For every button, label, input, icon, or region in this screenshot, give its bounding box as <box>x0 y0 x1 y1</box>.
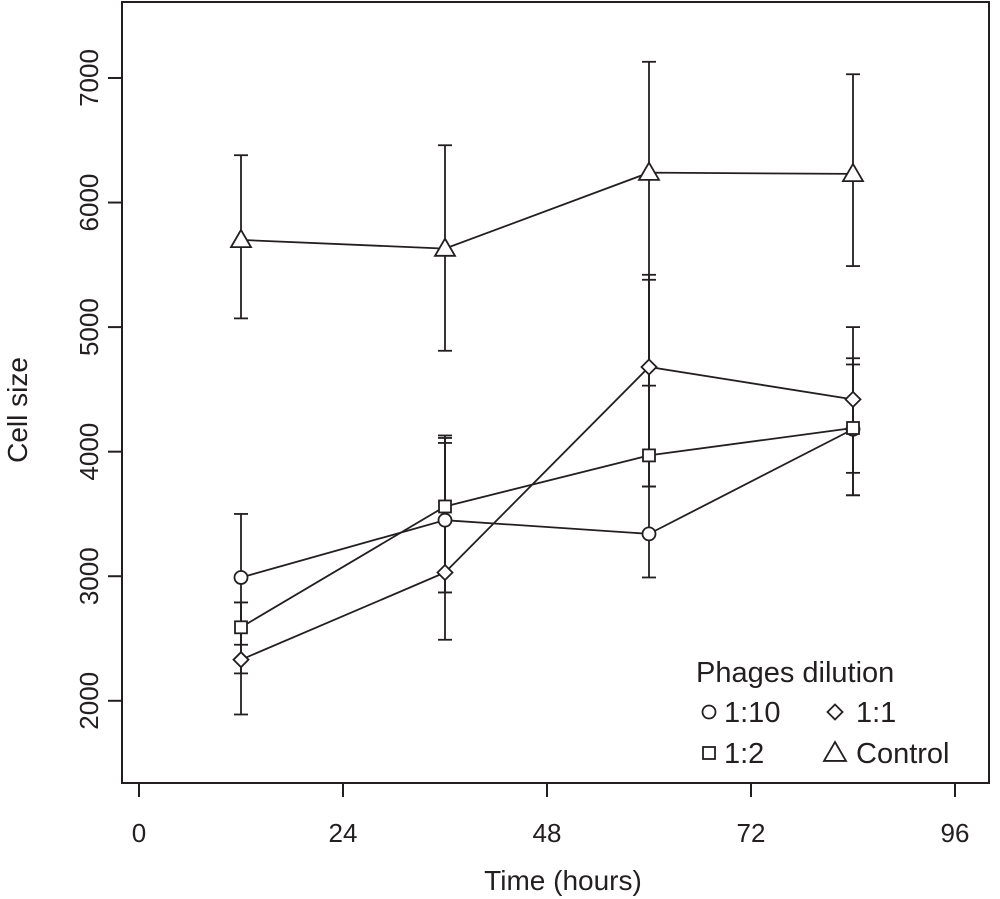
data-point <box>637 160 661 181</box>
y-tick-label: 7000 <box>74 49 104 107</box>
legend-title: Phages dilution <box>696 657 894 689</box>
legend: Phages dilution 1:10 1:1 1:2 Control <box>696 657 950 770</box>
x-axis-ticks: 0 24 48 72 96 <box>132 783 970 848</box>
y-tick-label: 2000 <box>74 672 104 730</box>
data-point <box>229 228 253 249</box>
data-point <box>232 650 250 669</box>
data-point <box>640 358 658 376</box>
x-tick-label: 72 <box>737 818 766 848</box>
plot-frame <box>121 1 990 784</box>
y-axis-title: Cell size <box>2 357 33 463</box>
series-lines <box>240 171 854 661</box>
legend-label: 1:10 <box>724 697 780 729</box>
series-line <box>240 428 854 579</box>
legend-label: 1:1 <box>856 697 896 729</box>
x-axis-title: Time (hours) <box>484 865 642 896</box>
data-point <box>438 499 452 514</box>
series-line <box>240 427 854 629</box>
data-point <box>234 620 248 635</box>
y-tick-label: 6000 <box>74 174 104 232</box>
data-point <box>437 512 453 528</box>
legend-marker-triangle <box>822 740 848 762</box>
legend-marker-circle <box>701 704 717 720</box>
data-point <box>433 236 457 257</box>
series-line <box>240 366 854 661</box>
error-bars <box>234 60 860 716</box>
x-tick-label: 96 <box>941 818 970 848</box>
data-point <box>642 448 656 463</box>
y-tick-label: 5000 <box>74 298 104 356</box>
x-tick-label: 24 <box>329 818 358 848</box>
legend-marker-square <box>702 746 716 760</box>
data-point <box>846 421 860 435</box>
y-tick-label: 4000 <box>74 423 104 481</box>
data-point <box>841 162 865 182</box>
data-point <box>436 563 454 582</box>
legend-label: 1:2 <box>724 738 764 770</box>
data-point <box>233 570 249 585</box>
legend-label: Control <box>856 738 950 770</box>
series-line <box>240 171 854 250</box>
legend-marker-diamond <box>826 703 844 721</box>
data-point <box>844 390 862 409</box>
data-point <box>641 526 657 542</box>
x-tick-label: 0 <box>132 818 146 848</box>
y-axis-ticks: 2000 3000 4000 5000 6000 7000 <box>74 49 122 730</box>
x-tick-label: 48 <box>533 818 562 848</box>
data-points <box>229 160 865 669</box>
y-tick-label: 3000 <box>74 547 104 605</box>
